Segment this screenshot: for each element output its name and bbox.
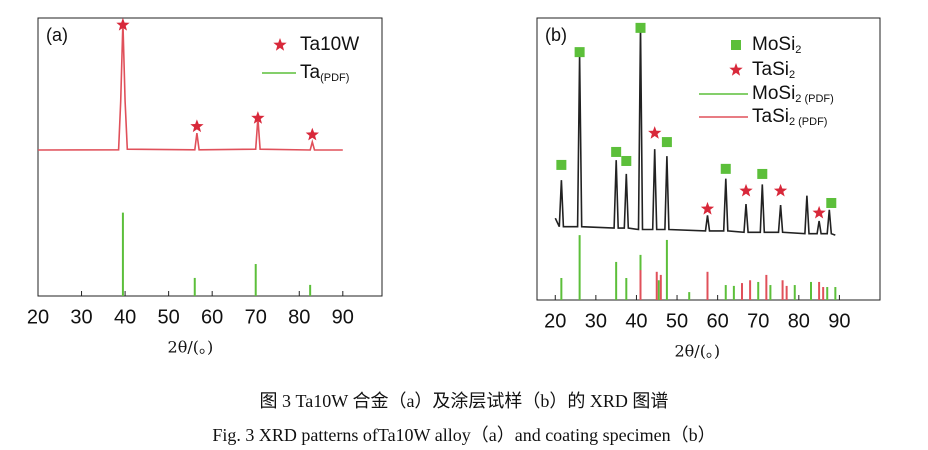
square-marker [661,137,672,148]
x-axis-label: 2θ/(。) [168,338,214,357]
x-tick-label: 80 [788,310,810,332]
legend-swatch [273,38,287,51]
x-tick-label: 90 [828,310,850,332]
star-marker [773,183,788,197]
legend-subscript: 2 [795,44,801,56]
x-tick-label: 70 [245,306,267,328]
x-tick-label: 30 [70,306,92,328]
legend-subscript: 2 (PDF) [795,93,834,105]
legend-name: TaSi [752,59,789,80]
square-marker [556,159,567,170]
legend-label: Ta10W [300,34,359,55]
x-tick-label: 30 [585,310,607,332]
square-marker [826,197,837,208]
legend-label: TaSi2 [752,59,795,81]
legend-label: Ta(PDF) [300,62,349,84]
legend-name: Ta [300,62,321,83]
legend-subscript: (PDF) [320,72,349,84]
legend-name: Ta10W [300,34,359,55]
x-tick-label: 50 [158,306,180,328]
star-marker [251,111,265,124]
x-tick-label: 80 [288,306,310,328]
x-tick-label: 60 [201,306,223,328]
pattern-line [554,25,836,236]
legend-swatch [731,40,741,50]
plot-frame [536,17,881,301]
legend-name: TaSi [752,106,789,127]
x-tick-label: 60 [707,310,729,332]
legend-name: MoSi [752,34,795,55]
legend-subscript: 2 [789,69,795,81]
plot-frame [37,17,383,297]
legend-name: MoSi [752,83,795,104]
square-marker [720,163,731,174]
x-tick-label: 40 [114,306,136,328]
x-tick-label: 40 [625,310,647,332]
caption-en: Fig. 3 XRD patterns ofTa10W alloy（a）and … [212,425,715,445]
square-marker [621,155,632,166]
panel-label: (b) [545,25,567,45]
x-tick-label: 70 [747,310,769,332]
x-axis-label: 2θ/(。) [674,342,720,361]
square-marker [611,146,622,157]
legend-label: MoSi2 (PDF) [752,83,834,105]
star-marker [700,201,715,215]
star-marker [739,183,753,197]
x-tick-label: 20 [544,310,566,332]
star-marker [190,119,204,133]
square-marker [635,22,646,33]
caption-cn: 图 3 Ta10W 合金（a）及涂层试样（b）的 XRD 图谱 [260,391,669,411]
legend-label: TaSi2 (PDF) [752,106,827,128]
legend-subscript: 2 (PDF) [789,116,828,128]
star-marker [812,205,826,219]
x-tick-label: 20 [27,306,49,328]
star-marker [648,126,662,139]
star-marker [116,17,130,31]
square-marker [757,168,768,179]
legend-swatch [729,63,743,76]
legend-label: MoSi2 [752,34,801,56]
star-marker [305,127,319,141]
panel-label: (a) [46,25,68,45]
pattern-line [37,22,343,151]
x-tick-label: 90 [332,306,354,328]
square-marker [574,47,585,58]
x-tick-label: 50 [666,310,688,332]
